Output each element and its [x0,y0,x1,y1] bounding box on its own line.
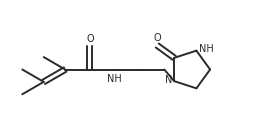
Text: O: O [153,33,161,43]
Text: NH: NH [107,75,122,85]
Text: N: N [165,75,172,85]
Text: O: O [86,34,94,44]
Text: NH: NH [199,44,213,54]
